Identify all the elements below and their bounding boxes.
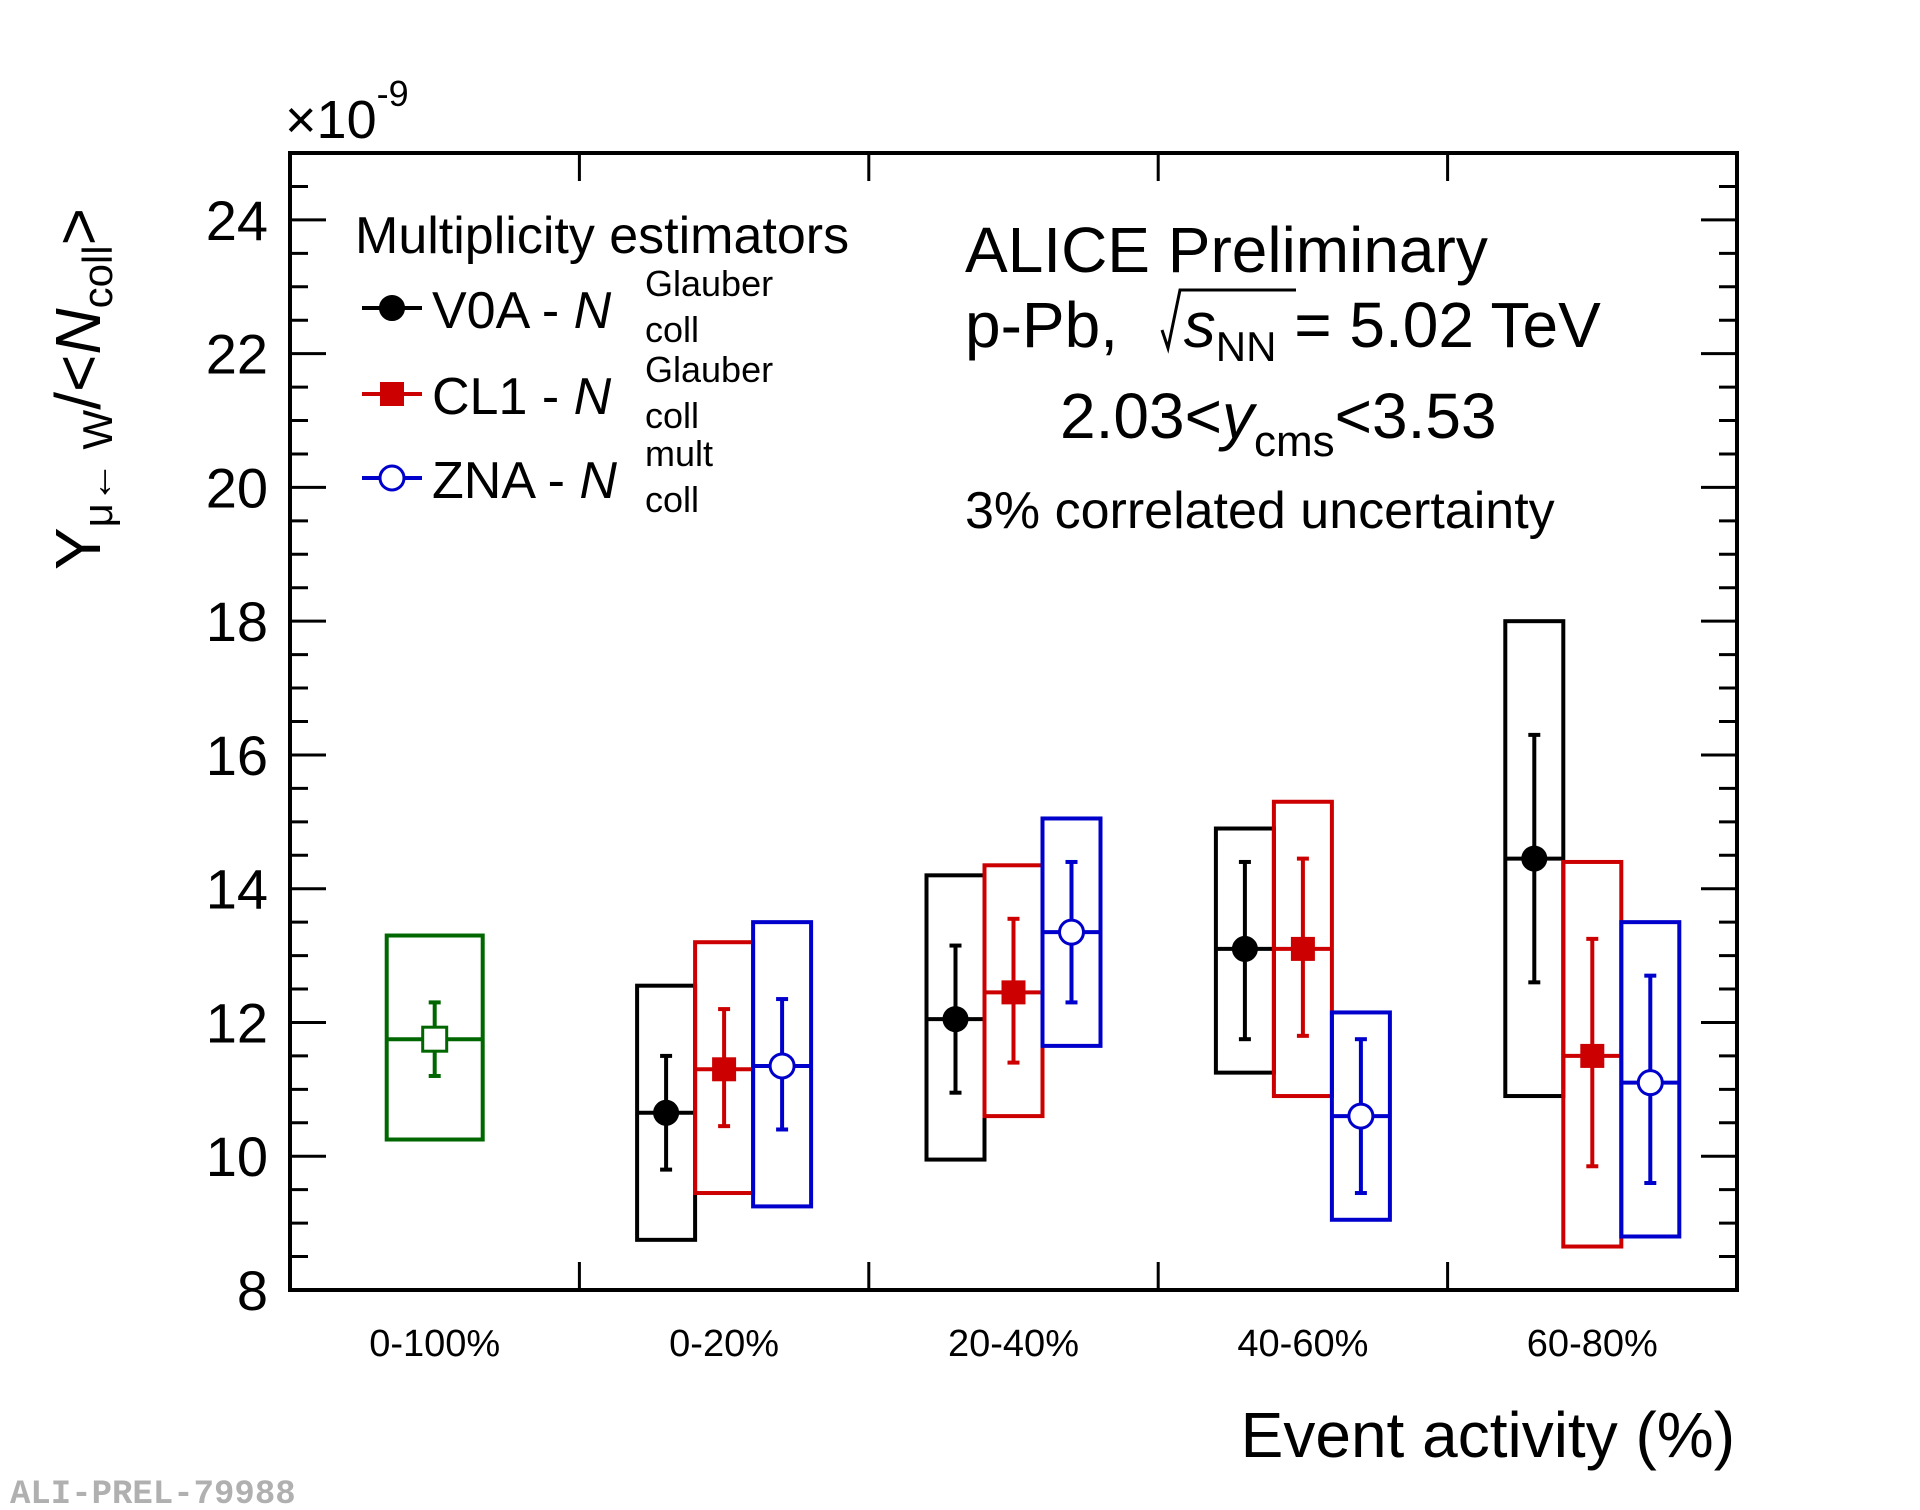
legend-symbol: N [579, 452, 617, 510]
marker-open-square [421, 1025, 449, 1053]
marker-filled-square [1290, 936, 1315, 961]
annotation-rapidity-high: <3.53 [1335, 380, 1497, 452]
marker-open-circle [1636, 1069, 1664, 1097]
sys-box-zna [1619, 920, 1682, 1239]
marker-filled-circle [1521, 845, 1548, 872]
x-tick-label: 0-100% [369, 1323, 500, 1365]
y-axis-title: Yμ← W/<Ncoll> [42, 208, 121, 570]
legend-label: V0A - [432, 282, 574, 340]
x-tick-label: 20-40% [948, 1323, 1079, 1365]
x-tick-label: 0-20% [669, 1323, 779, 1365]
y-tick-label: 12 [206, 991, 268, 1054]
y-tick-label: 16 [206, 724, 268, 787]
legend-title: Multiplicity estimators [355, 207, 849, 265]
marker-open-circle [378, 464, 406, 492]
y-tick-label: 14 [206, 858, 268, 921]
legend-sub: coll [645, 395, 699, 436]
marker-open-circle [1347, 1102, 1375, 1130]
y-multiplier: ×10-9 [285, 73, 409, 150]
y-tick-label: 20 [206, 456, 268, 519]
annotation-system: p-Pb, [965, 289, 1136, 361]
marker-filled-circle [942, 1006, 969, 1033]
marker-filled-square [712, 1057, 737, 1082]
annotation-alice-preliminary: ALICE Preliminary [965, 214, 1488, 286]
y-tick-label: 8 [237, 1259, 268, 1322]
y-tick-label: 24 [206, 189, 268, 252]
y-title-base: Y [42, 527, 114, 570]
annotation-energy-value: = 5.02 TeV [1276, 289, 1601, 361]
marker-filled-square [1580, 1043, 1605, 1068]
legend-label: ZNA - [432, 452, 579, 510]
y-title-sub2: coll [74, 245, 121, 308]
series-mb [384, 933, 485, 1142]
legend-symbol: N [574, 368, 612, 426]
marker-open-circle [768, 1052, 796, 1080]
marker-filled-circle [653, 1099, 680, 1126]
marker-filled-square [1001, 980, 1026, 1005]
marker-open-circle [1058, 918, 1085, 946]
legend-entry-zna: ZNA - N [432, 452, 617, 510]
y-multiplier-exponent: -9 [377, 73, 409, 114]
y-title-sub: μ← W [74, 409, 121, 527]
watermark: ALI-PREL-79988 [10, 1476, 296, 1510]
legend-entry-cl1: CL1 - N [432, 368, 612, 426]
plot-area: 8 10 12 14 16 18 20 22 24 0-100% 0-20% 20-40% 40-60%… [206, 151, 1739, 1365]
legend-entry-v0a: V0A - N [432, 282, 612, 340]
legend-sup: Glauber [645, 263, 773, 304]
x-axis-title: Event activity (%) [1241, 1399, 1735, 1471]
legend-symbol: N [574, 282, 612, 340]
marker-filled-circle [379, 295, 405, 321]
sqrt-sign-icon [1160, 288, 1296, 354]
legend-sup: mult [645, 433, 713, 474]
y-tick-label: 10 [206, 1125, 268, 1188]
annotation-s-symbol: s [1184, 289, 1216, 361]
marker-filled-square [380, 382, 404, 406]
y-title-mid: /< [42, 355, 114, 410]
annotation-correlated-uncertainty: 3% correlated uncertainty [965, 482, 1555, 540]
annotation-rapidity-low: 2.03< [1060, 380, 1222, 452]
annotation-nn-sub: NN [1216, 323, 1277, 370]
marker-filled-circle [1231, 935, 1258, 962]
x-tick-label: 60-80% [1527, 1323, 1658, 1365]
y-tick-label: 18 [206, 590, 268, 653]
y-title-end: > [42, 208, 114, 245]
legend-label: CL1 - [432, 368, 574, 426]
annotation-y-symbol: y [1218, 380, 1258, 452]
y-tick-label: 22 [206, 323, 268, 386]
legend-sup: Glauber [645, 349, 773, 390]
legend-sub: coll [645, 309, 699, 350]
legend-sub: coll [645, 479, 699, 520]
series-zna [751, 816, 1682, 1239]
y-title-symbol: N [42, 308, 114, 355]
x-tick-label: 40-60% [1237, 1323, 1368, 1365]
y-multiplier-prefix: ×10 [285, 90, 377, 150]
annotation-energy: p-Pb, sNN = 5.02 TeV [965, 289, 1601, 370]
annotation-rapidity: 2.03<ycms<3.53 [1060, 380, 1497, 466]
annotations: ALICE Preliminary p-Pb, sNN = 5.02 TeV 2… [965, 214, 1601, 540]
annotation-cms-sub: cms [1254, 417, 1335, 466]
